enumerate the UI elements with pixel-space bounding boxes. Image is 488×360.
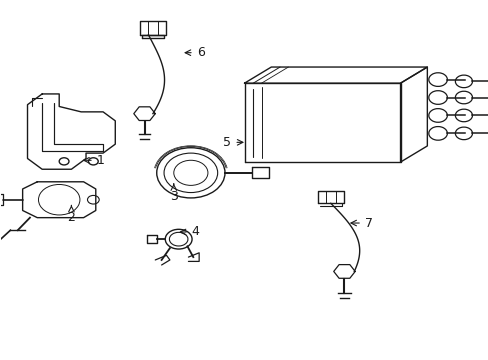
Text: 1: 1 (83, 154, 104, 167)
Text: 7: 7 (350, 216, 372, 230)
Text: 6: 6 (185, 46, 204, 59)
Text: 2: 2 (67, 206, 75, 224)
Text: 4: 4 (180, 225, 199, 238)
Text: 3: 3 (169, 184, 177, 203)
Text: 5: 5 (223, 136, 243, 149)
